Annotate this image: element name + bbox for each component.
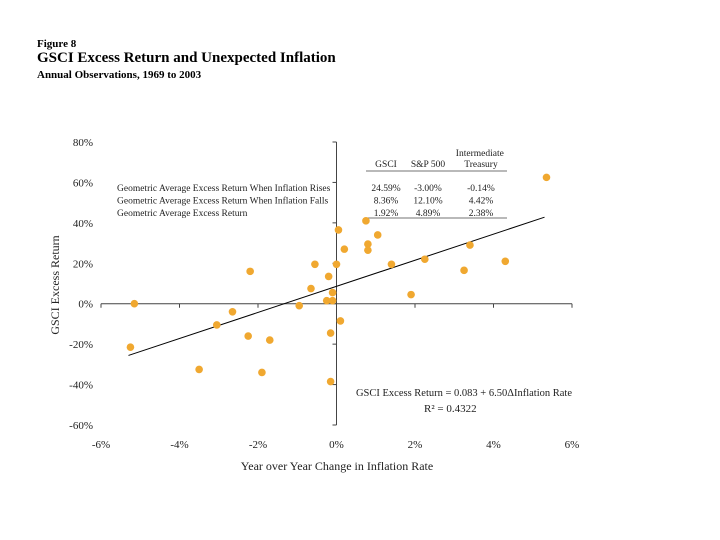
data-point <box>295 301 304 310</box>
y-tick-label: 40% <box>73 218 93 230</box>
x-axis-label: Year over Year Change in Inflation Rate <box>241 459 433 473</box>
data-point <box>466 241 474 249</box>
table-header-treasury: Intermediate Treasury <box>456 149 506 170</box>
regression-equation: GSCI Excess Return = 0.083 + 6.50ΔInflat… <box>356 388 572 399</box>
table-cell: 8.36% <box>374 197 399 207</box>
x-tick-label: 6% <box>565 439 580 451</box>
y-tick-label: 80% <box>73 137 93 149</box>
y-tick-label: 60% <box>73 177 93 189</box>
data-points <box>126 173 551 386</box>
table-cell: -0.14% <box>467 184 495 194</box>
data-point <box>311 260 319 269</box>
table-row-label: Geometric Average Excess Return When Inf… <box>117 183 331 194</box>
data-point <box>364 240 372 248</box>
data-point <box>246 267 254 276</box>
x-tick-label: -2% <box>249 439 267 451</box>
data-point <box>322 296 331 305</box>
y-ticks: 80% 60% 40% 20% 0% -20% -40% -60% <box>69 137 337 432</box>
data-point <box>373 231 382 239</box>
data-point <box>364 246 372 254</box>
data-point <box>244 332 252 340</box>
data-point <box>328 296 337 305</box>
data-point <box>195 365 203 374</box>
y-tick-label: -40% <box>69 380 93 392</box>
r-squared: R² = 0.4322 <box>424 403 477 415</box>
data-point <box>307 284 315 293</box>
figure-label: Figure 8 <box>37 38 77 50</box>
y-tick-label: -60% <box>69 420 93 432</box>
data-point <box>421 255 429 264</box>
y-tick-label: -20% <box>69 339 93 351</box>
x-tick-label: -4% <box>170 439 188 451</box>
table-row-label: Geometric Average Excess Return When Inf… <box>117 196 329 207</box>
chart-title: GSCI Excess Return and Unexpected Inflat… <box>37 50 336 66</box>
x-tick-label: 0% <box>329 439 344 451</box>
data-point <box>326 329 335 337</box>
data-point <box>501 257 510 266</box>
y-tick-label: 0% <box>78 299 93 311</box>
y-tick-label: 20% <box>73 258 93 270</box>
table-cell: 4.42% <box>469 197 494 207</box>
data-point <box>324 272 333 281</box>
data-point <box>212 321 221 329</box>
data-point <box>542 173 551 182</box>
data-point <box>362 217 370 225</box>
table-cell: -3.00% <box>414 184 442 194</box>
data-point <box>328 288 337 297</box>
table-header-sp500: S&P 500 <box>411 160 445 170</box>
x-ticks: -6% -4% -2% 0% 2% 4% 6% <box>92 303 580 451</box>
data-point <box>258 368 266 377</box>
table-cell: 12.10% <box>413 197 442 207</box>
table-cell: 1.92% <box>374 209 399 219</box>
data-point <box>407 290 415 299</box>
table-rows: Geometric Average Excess Return When Inf… <box>117 183 495 219</box>
data-point <box>326 377 335 386</box>
data-point <box>126 343 135 351</box>
x-tick-label: -6% <box>92 439 110 451</box>
trendline <box>128 216 545 356</box>
table-header-gsci: GSCI <box>375 160 397 170</box>
table-cell: 4.89% <box>416 209 441 219</box>
data-point <box>336 317 345 325</box>
table-cell: 2.38% <box>469 209 494 219</box>
data-point <box>334 226 343 234</box>
table-row-label: Geometric Average Excess Return <box>117 209 248 219</box>
y-axis-label: GSCI Excess Return <box>48 235 62 334</box>
x-tick-label: 4% <box>486 439 501 451</box>
data-point <box>228 308 237 316</box>
data-point <box>130 299 139 308</box>
data-point <box>332 260 341 269</box>
data-point <box>387 260 396 269</box>
stats-table: GSCI S&P 500 Intermediate Treasury Geome… <box>117 149 507 219</box>
table-cell: 24.59% <box>371 184 400 194</box>
x-tick-label: 2% <box>408 439 423 451</box>
data-point <box>460 266 468 275</box>
data-point <box>265 336 274 344</box>
data-point <box>340 245 349 253</box>
chart-subtitle: Annual Observations, 1969 to 2003 <box>37 69 202 81</box>
